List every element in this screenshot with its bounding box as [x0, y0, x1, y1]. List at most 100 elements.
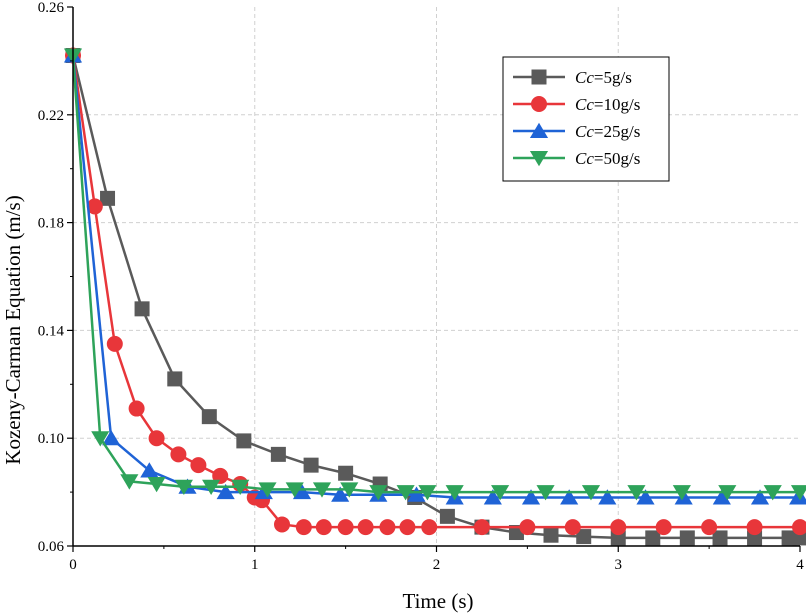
- data-point: [91, 431, 110, 447]
- data-point: [581, 485, 601, 501]
- legend-label-value: =50g/s: [594, 149, 640, 168]
- data-point: [292, 483, 312, 500]
- data-point: [167, 371, 183, 387]
- data-point: [598, 489, 617, 505]
- data-point: [270, 446, 286, 462]
- legend-label: Cc=25g/s: [575, 122, 640, 141]
- data-point: [792, 519, 806, 536]
- data-point: [303, 457, 319, 473]
- data-point: [174, 479, 193, 495]
- data-point: [564, 519, 581, 536]
- data-point: [636, 489, 655, 505]
- legend-label-value: =25g/s: [594, 122, 640, 141]
- data-point: [645, 530, 661, 546]
- legend-entry-3: Cc=25g/s: [513, 122, 640, 141]
- data-point: [679, 530, 695, 546]
- data-point: [672, 485, 691, 501]
- data-point: [295, 519, 312, 536]
- x-tick-label: 4: [796, 557, 804, 573]
- data-point: [148, 430, 165, 447]
- data-point: [536, 485, 555, 501]
- data-point: [418, 485, 437, 501]
- legend-entry-4: Cc=50g/s: [513, 149, 640, 168]
- y-axis-title: Kozeny-Carman Equation (m/s): [1, 195, 25, 464]
- data-point: [285, 482, 304, 498]
- data-point: [86, 198, 103, 215]
- data-point: [712, 530, 728, 546]
- legend-label-variable: Cc: [575, 122, 594, 141]
- data-point: [134, 301, 150, 317]
- data-point: [106, 335, 123, 352]
- legend-marker: [529, 150, 549, 167]
- data-point: [202, 479, 221, 495]
- legend-marker: [531, 69, 547, 85]
- data-point: [407, 486, 426, 502]
- y-tick-label: 0.26: [38, 0, 65, 16]
- data-point: [331, 486, 350, 502]
- data-point: [750, 489, 770, 505]
- data-point: [712, 489, 731, 505]
- data-point: [140, 462, 159, 478]
- legend-marker: [531, 96, 547, 112]
- data-point: [340, 482, 359, 498]
- data-point: [627, 485, 646, 501]
- data-point: [790, 485, 806, 501]
- y-tick-label: 0.10: [38, 431, 64, 447]
- data-point: [357, 519, 374, 536]
- x-tick-label: 3: [615, 557, 623, 573]
- data-point: [543, 527, 559, 543]
- data-point: [655, 519, 672, 536]
- legend-label: Cc=10g/s: [575, 95, 640, 114]
- legend-label: Cc=5g/s: [575, 68, 632, 87]
- data-point: [610, 519, 627, 536]
- data-point: [576, 529, 592, 545]
- legend-label-variable: Cc: [575, 149, 594, 168]
- data-point: [190, 457, 207, 474]
- legend-marker: [529, 122, 549, 139]
- data-point: [560, 489, 579, 505]
- legend: Cc=5g/sCc=10g/sCc=25g/sCc=50g/s: [502, 56, 670, 182]
- data-point: [473, 519, 490, 536]
- y-tick-label: 0.18: [38, 216, 64, 232]
- legend-label: Cc=50g/s: [575, 149, 640, 168]
- data-point: [421, 519, 438, 536]
- data-point: [337, 519, 354, 536]
- legend-label-variable: Cc: [575, 95, 594, 114]
- data-point: [399, 519, 416, 536]
- data-point: [718, 485, 737, 501]
- legend-entry-2: Cc=10g/s: [513, 95, 640, 114]
- series-4: [63, 48, 806, 501]
- data-point: [216, 483, 235, 500]
- y-tick-label: 0.22: [38, 108, 64, 124]
- data-point: [120, 474, 139, 490]
- data-point: [102, 429, 121, 446]
- data-point: [519, 519, 536, 536]
- data-point: [147, 477, 166, 493]
- data-point: [439, 508, 455, 524]
- data-point: [338, 465, 354, 481]
- series-2: [65, 47, 806, 536]
- legend-entry-1: Cc=5g/s: [513, 68, 632, 87]
- data-point: [445, 485, 464, 501]
- data-point: [100, 190, 116, 206]
- x-axis-title: Time (s): [403, 589, 474, 613]
- data-point: [521, 489, 541, 505]
- y-tick-label: 0.06: [38, 539, 65, 555]
- data-point: [701, 519, 718, 536]
- data-point: [396, 485, 415, 501]
- ticks-layer: 0 1 2 3 4 0.06 0.10 0.14 0.18 0.22 0.26: [38, 0, 805, 573]
- data-point: [201, 409, 217, 425]
- y-tick-label: 0.14: [38, 323, 65, 339]
- data-point: [763, 485, 782, 501]
- legend-label-value: =5g/s: [594, 68, 632, 87]
- data-point: [369, 485, 388, 501]
- series-3: [63, 47, 806, 505]
- data-point: [274, 516, 291, 533]
- data-point: [236, 433, 252, 449]
- x-tick-label: 1: [251, 557, 259, 573]
- data-point: [312, 482, 332, 498]
- legend-label-variable: Cc: [575, 68, 594, 87]
- series-1: [65, 48, 806, 546]
- data-point: [128, 400, 145, 417]
- data-point: [315, 519, 332, 536]
